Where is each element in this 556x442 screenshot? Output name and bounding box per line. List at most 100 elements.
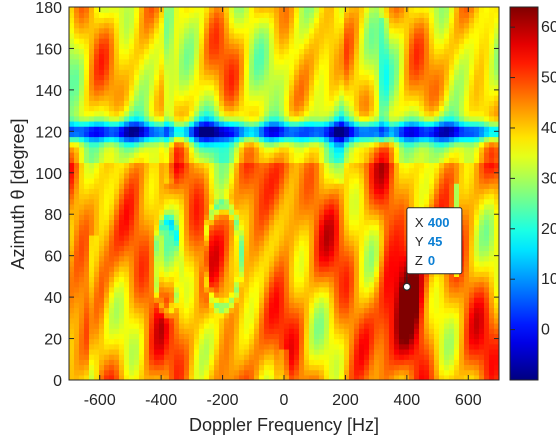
heatmap-cell — [69, 12, 75, 18]
heatmap-cell — [409, 312, 415, 319]
heatmap-cell — [159, 312, 165, 319]
heatmap-cell — [344, 348, 350, 355]
heatmap-cell — [324, 74, 330, 81]
heatmap-cell — [329, 302, 335, 309]
heatmap-cell — [79, 48, 85, 55]
heatmap-cell — [399, 167, 405, 174]
heatmap-cell — [254, 338, 260, 345]
heatmap-cell — [79, 234, 85, 241]
heatmap-cell — [324, 245, 330, 252]
heatmap-cell — [109, 74, 115, 81]
heatmap-cell — [69, 115, 75, 122]
heatmap-cell — [359, 260, 365, 267]
heatmap-cell — [374, 95, 380, 101]
heatmap-cell — [224, 328, 230, 334]
heatmap-cell — [109, 38, 115, 44]
heatmap-cell — [284, 110, 290, 117]
heatmap-cell — [219, 291, 225, 298]
heatmap-cell — [354, 12, 360, 18]
heatmap-cell — [124, 183, 130, 189]
heatmap-cell — [319, 198, 325, 205]
heatmap-cell — [104, 89, 110, 96]
heatmap-cell — [174, 338, 180, 345]
heatmap-cell — [214, 286, 220, 293]
heatmap-cell — [204, 157, 210, 164]
heatmap-cell — [214, 115, 220, 122]
heatmap-cell — [154, 224, 160, 231]
heatmap-cell — [114, 167, 120, 174]
heatmap-cell — [389, 343, 395, 350]
heatmap-cell — [199, 100, 205, 107]
heatmap-cell — [259, 271, 265, 277]
heatmap-cell — [284, 328, 290, 334]
heatmap-cell — [284, 141, 290, 148]
heatmap-cell — [144, 312, 150, 319]
heatmap-cell — [94, 177, 100, 184]
heatmap-cell — [394, 343, 400, 350]
heatmap-cell — [304, 276, 310, 283]
heatmap-cell — [149, 152, 155, 158]
heatmap-cell — [114, 312, 120, 319]
heatmap-cell — [294, 266, 300, 272]
heatmap-cell — [214, 89, 220, 96]
heatmap-cell — [99, 120, 105, 127]
heatmap-cell — [79, 32, 85, 39]
heatmap-cell — [259, 141, 265, 148]
heatmap-cell — [349, 333, 355, 340]
heatmap-cell — [139, 7, 145, 13]
heatmap-cell — [369, 167, 375, 174]
heatmap-cell — [409, 343, 415, 350]
heatmap-cell — [369, 291, 375, 298]
heatmap-cell — [264, 214, 270, 220]
heatmap-cell — [194, 234, 200, 241]
heatmap-cell — [344, 95, 350, 101]
heatmap-cell — [389, 74, 395, 81]
heatmap-cell — [149, 333, 155, 340]
heatmap-cell — [94, 333, 100, 340]
heatmap-cell — [394, 172, 400, 179]
heatmap-cell — [224, 27, 230, 34]
heatmap-cell — [379, 141, 385, 148]
heatmap-cell — [259, 27, 265, 34]
heatmap-cell — [164, 43, 170, 50]
heatmap-cell — [344, 328, 350, 334]
heatmap-area[interactable] — [69, 7, 500, 381]
heatmap-cell — [369, 17, 375, 24]
heatmap-cell — [394, 224, 400, 231]
heatmap-cell — [279, 224, 285, 231]
heatmap-cell — [394, 260, 400, 267]
heatmap-cell — [344, 126, 350, 132]
heatmap-cell — [274, 333, 280, 340]
heatmap-cell — [164, 183, 170, 189]
heatmap-cell — [159, 219, 165, 226]
heatmap-cell — [299, 328, 305, 334]
heatmap-cell — [284, 69, 290, 75]
heatmap-cell — [314, 95, 320, 101]
heatmap-cell — [309, 193, 315, 200]
heatmap-cell — [104, 229, 110, 236]
heatmap-cell — [149, 354, 155, 360]
heatmap-cell — [219, 250, 225, 257]
heatmap-cell — [149, 276, 155, 283]
heatmap-cell — [234, 307, 240, 314]
heatmap-cell — [79, 89, 85, 96]
heatmap-cell — [229, 260, 235, 267]
heatmap-cell — [314, 307, 320, 314]
heatmap-cell — [124, 250, 130, 257]
heatmap-cell — [224, 12, 230, 18]
heatmap-cell — [69, 255, 75, 262]
heatmap-cell — [139, 105, 145, 112]
heatmap-cell — [214, 255, 220, 262]
heatmap-cell — [379, 183, 385, 189]
heatmap-cell — [69, 188, 75, 195]
heatmap-cell — [409, 338, 415, 345]
heatmap-cell — [314, 234, 320, 241]
heatmap-cell — [314, 317, 320, 324]
heatmap-cell — [289, 95, 295, 101]
heatmap-cell — [84, 141, 90, 148]
heatmap-cell — [229, 193, 235, 200]
heatmap-cell — [369, 43, 375, 50]
heatmap-cell — [69, 157, 75, 164]
heatmap-cell — [354, 240, 360, 246]
heatmap-cell — [139, 307, 145, 314]
